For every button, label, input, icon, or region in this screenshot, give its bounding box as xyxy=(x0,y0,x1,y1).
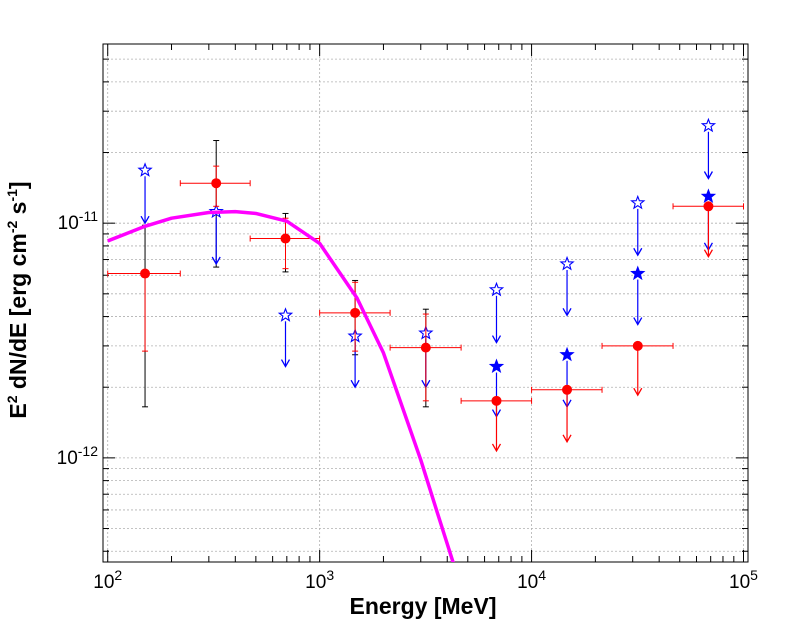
blue-open-star-arrow-head xyxy=(211,256,221,266)
x-tick-label-base: 10 xyxy=(93,572,114,593)
x-tick-label: 105 xyxy=(729,567,758,593)
x-tick-label-base: 10 xyxy=(305,572,326,593)
x-tick-label-base: 10 xyxy=(517,572,538,593)
blue-filled-star-marker xyxy=(488,358,505,374)
y-axis-title-sup-c: -1 xyxy=(4,189,20,202)
y-tick-label-base: 10 xyxy=(58,213,79,234)
blue-filled-star-marker xyxy=(559,346,575,362)
red-upper-limit-arrow-head xyxy=(491,443,502,453)
y-axis-title-sup-a: 2 xyxy=(4,395,20,403)
x-tick-label: 102 xyxy=(93,567,122,593)
blue-open-star-marker xyxy=(630,194,646,210)
y-axis-title-part-d: ] xyxy=(5,181,31,189)
x-axis-title: Energy [MeV] xyxy=(350,593,497,619)
x-tick-label-exp: 2 xyxy=(114,567,122,583)
blue-open-star-arrow-head xyxy=(562,307,572,317)
red-point-marker xyxy=(280,233,291,244)
plot-frame xyxy=(102,43,749,563)
model-curve-line xyxy=(107,209,455,562)
blue-open-star-marker xyxy=(488,281,505,297)
red-point-marker xyxy=(703,201,714,212)
y-tick-label-base: 10 xyxy=(57,448,78,469)
blue-open-star-marker xyxy=(559,255,575,271)
blue-filled-star-marker xyxy=(630,265,646,281)
grid xyxy=(103,44,748,562)
x-tick-label-exp: 4 xyxy=(538,567,546,583)
red-upper-limit-arrow-head xyxy=(633,387,643,397)
y-tick-label-exp: -11 xyxy=(79,208,98,224)
axes-frame xyxy=(102,43,749,563)
x-tick-label-exp: 3 xyxy=(326,567,334,583)
blue-open-star-arrow-head xyxy=(140,215,150,225)
red-upper-limit-arrow-head xyxy=(703,249,713,258)
red-point-marker xyxy=(211,178,222,189)
x-tick-label-base: 10 xyxy=(729,572,750,593)
blue-filled-star-arrow-head xyxy=(633,317,643,326)
blue-open-star-arrow-head xyxy=(350,379,360,389)
red-point-marker xyxy=(350,307,361,318)
x-tick-label-exp: 5 xyxy=(750,567,758,583)
blue-open-star-arrow-head xyxy=(633,247,643,257)
x-tick-label: 103 xyxy=(305,567,334,593)
y-tick-label: 10-12 xyxy=(57,443,99,469)
red-point-marker xyxy=(632,340,643,351)
y-tick-label: 10-11 xyxy=(58,208,99,234)
blue-open-star-arrow-head xyxy=(703,171,713,180)
red-point-marker xyxy=(562,384,573,395)
blue-open-star-arrow-head xyxy=(491,335,502,344)
blue-open-star-marker xyxy=(277,307,294,322)
blue-filled-star-marker xyxy=(700,188,717,203)
blue-open-star-arrow-head xyxy=(280,359,291,368)
red-point-marker xyxy=(420,342,431,353)
data-layer xyxy=(107,117,745,562)
y-axis-title: E2 dN/dE [erg cm-2 s-1] xyxy=(4,181,31,418)
x-tick-label: 104 xyxy=(517,567,546,593)
plot-area xyxy=(103,44,748,562)
y-tick-label-exp: -12 xyxy=(78,443,98,459)
blue-open-star-marker xyxy=(700,117,717,133)
blue-open-star-marker xyxy=(137,162,153,177)
y-axis-title-part-b: dN/dE [erg cm xyxy=(5,233,31,395)
y-axis-title-part-a: E xyxy=(5,403,31,418)
red-point-marker xyxy=(491,395,502,406)
y-axis-title-sup-b: -2 xyxy=(4,220,20,233)
red-point-marker xyxy=(140,268,151,279)
red-upper-limit-arrow-head xyxy=(562,434,572,444)
tick-marks xyxy=(103,44,748,562)
y-axis-title-part-c: s xyxy=(5,202,31,221)
